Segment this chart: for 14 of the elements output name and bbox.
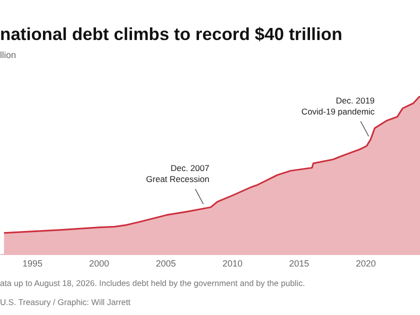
x-tick-label: 2005: [156, 258, 176, 268]
x-tick-label: 1995: [22, 258, 43, 268]
chart-subtitle: llion: [0, 50, 16, 60]
x-tick-label: 2015: [289, 258, 310, 268]
annotation: Covid-19 pandemic: [301, 106, 376, 116]
x-tick-label: 2020: [356, 258, 376, 268]
text: ata up to August 18, 2026. Includes debt held by the government and by the public.: [0, 278, 305, 288]
annotation: Dec. 2019: [336, 95, 375, 106]
annotation: Great Recession: [146, 174, 210, 184]
text: U.S. Treasury / Graphic: Will Jarrett: [0, 297, 130, 307]
annotation: Dec. 2007: [170, 163, 210, 174]
chart-title: national debt climbs to record $40 trillion: [0, 24, 342, 45]
x-tick-label: 2010: [222, 258, 243, 268]
x-tick-label: 2000: [89, 258, 110, 268]
